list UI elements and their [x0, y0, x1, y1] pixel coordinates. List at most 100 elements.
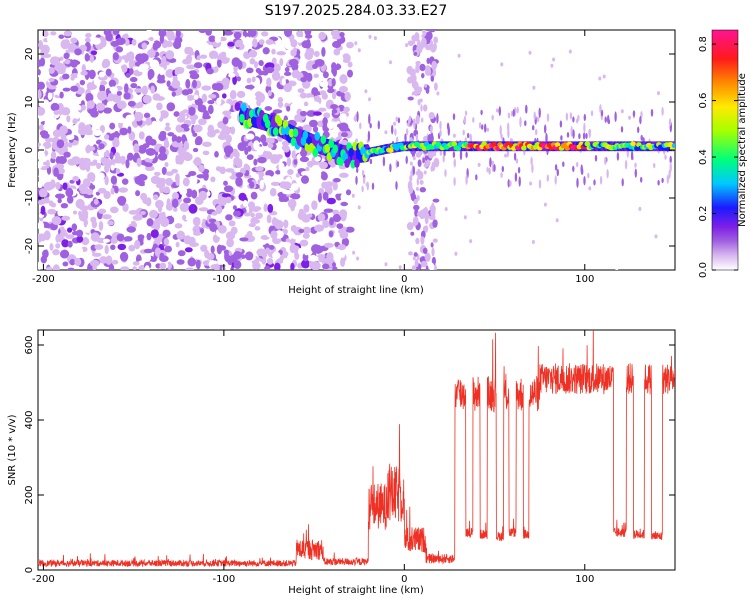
spectrogram-cell: [70, 37, 78, 44]
spectrogram-cell: [582, 132, 586, 140]
spectrogram-cell: [55, 243, 61, 249]
spectrogram-cell: [291, 69, 301, 79]
spectrogram-cell: [261, 31, 269, 37]
snr-xlabel: Height of straight line (km): [288, 585, 424, 596]
spectrogram-cell: [312, 148, 319, 158]
spectrogram-cell: [202, 141, 212, 147]
spectrogram-cell: [304, 30, 312, 36]
spectrogram-cell: [110, 237, 118, 244]
spectrogram-cell: [229, 90, 237, 100]
spectrogram-cell: [430, 207, 436, 218]
spectrogram-cell: [484, 123, 487, 133]
spectrogram-cell: [72, 118, 78, 125]
spectrogram-cell: [92, 129, 103, 136]
spectrogram-cell: [183, 140, 190, 151]
spectrogram-cell: [332, 213, 342, 223]
spectrogram-cell: [339, 113, 347, 123]
spectrogram-cell: [634, 162, 637, 168]
spectrogram-cell: [248, 222, 256, 228]
spectrogram-cell: [86, 223, 91, 233]
spectrogram-cell: [207, 124, 215, 134]
spectrogram-cell: [216, 97, 222, 106]
spectrogram-cell: [409, 174, 413, 182]
spectrogram-cell: [262, 74, 270, 79]
spectrogram-cell: [62, 87, 71, 92]
spectrogram-cell: [79, 79, 86, 86]
spectrogram-cell: [478, 210, 482, 214]
spectrogram-cell: [179, 188, 188, 196]
spectrogram-cell: [86, 82, 94, 91]
spectrogram-cell: [38, 106, 46, 116]
spectrogram-cell: [354, 41, 358, 46]
spectrogram-cell: [362, 176, 366, 185]
spectrogram-cell: [81, 157, 91, 163]
spectrogram-cell: [85, 145, 91, 154]
spectrogram-cell: [346, 41, 354, 49]
spectrogram-cell: [422, 247, 428, 254]
spectrogram-cell: [669, 155, 672, 164]
spectrogram-cell: [419, 186, 427, 193]
spectrogram-cell: [172, 75, 178, 83]
spectrogram-cell: [86, 188, 94, 196]
spectrogram-cell: [116, 233, 125, 242]
spectrogram-cell: [191, 175, 198, 186]
spectrogram-cell: [288, 231, 293, 240]
spectrogram-cell: [204, 76, 214, 86]
spectrogram-cell: [267, 90, 272, 97]
spectrogram-cell: [653, 162, 656, 169]
spectrogram-cell: [232, 205, 237, 210]
spectrogram-cell: [62, 73, 70, 80]
spectrogram-cell: [162, 188, 171, 194]
spectrogram-cell: [174, 68, 179, 76]
spectrogram-cell: [291, 150, 296, 159]
spectrogram-cell: [146, 218, 154, 227]
spectrogram-cell: [495, 108, 499, 113]
spectrogram-xtick-label: 100: [575, 274, 594, 285]
spectrogram-cell: [128, 209, 139, 215]
spectrogram-cell: [182, 58, 192, 65]
spectrogram-cell: [666, 174, 669, 184]
spectrogram-cell: [109, 122, 116, 130]
spectrogram-xlabel: Height of straight line (km): [288, 285, 424, 296]
spectrogram-cell: [176, 116, 186, 123]
spectrogram-cell: [131, 39, 137, 46]
spectrogram-cell: [384, 262, 388, 267]
spectrogram-cell: [222, 116, 229, 125]
spectrogram-cell: [60, 39, 70, 50]
spectrogram-cell: [514, 172, 518, 182]
spectrogram-cell: [245, 251, 254, 261]
spectrogram-cell: [117, 243, 127, 251]
spectrogram-cell: [269, 137, 275, 144]
spectrogram-cell: [340, 201, 349, 207]
spectrogram-cell: [535, 128, 538, 136]
spectrogram-cell: [175, 30, 181, 39]
spectrogram-cell: [86, 100, 95, 109]
spectrogram-cell: [186, 64, 196, 70]
spectrogram-cell: [163, 139, 170, 149]
spectrogram-cell: [456, 30, 460, 35]
spectrogram-cell: [339, 209, 348, 218]
spectrogram-cell: [69, 259, 76, 266]
spectrogram-cell: [292, 245, 300, 253]
spectrogram-cell: [257, 156, 267, 164]
spectrogram-cell: [172, 40, 182, 50]
spectrogram-cell: [311, 91, 322, 96]
spectrogram-cell: [459, 149, 463, 161]
spectrogram-cell: [45, 159, 50, 169]
spectrogram-cell: [89, 54, 95, 63]
spectrogram-cell: [90, 172, 96, 183]
spectrogram-cell: [208, 50, 219, 60]
spectrogram-cell: [322, 234, 330, 241]
spectrogram-cell: [119, 251, 129, 262]
spectrogram-cell: [480, 109, 483, 116]
spectrogram-cell: [274, 219, 284, 230]
spectrogram-cell: [38, 181, 43, 189]
spectrogram-cell: [472, 116, 475, 123]
spectrogram-cell: [225, 231, 236, 240]
spectrogram-cell: [216, 167, 226, 172]
spectrogram-cell: [228, 220, 236, 227]
spectrogram-cell: [588, 128, 591, 139]
spectrogram-cell: [546, 227, 550, 231]
spectrogram-cell: [599, 104, 602, 113]
spectrogram-cell: [179, 202, 190, 213]
